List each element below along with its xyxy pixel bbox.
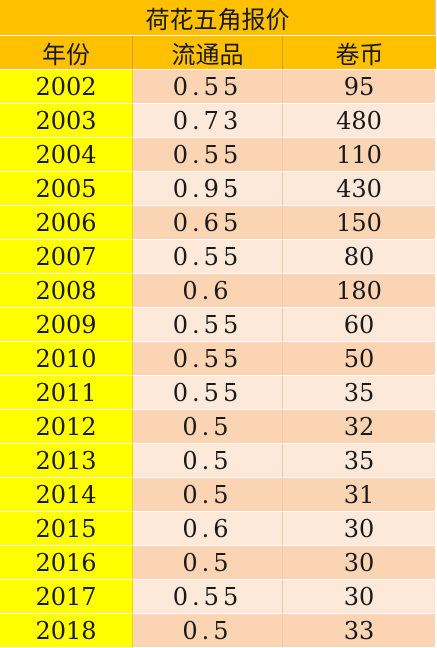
roll-price-cell: 150: [283, 206, 436, 240]
circulated-price-cell: 0.55: [133, 580, 283, 614]
roll-price-cell: 95: [283, 70, 436, 104]
sheet-title: 荷花五角报价: [0, 0, 435, 36]
roll-price-cell: 50: [283, 342, 436, 376]
circulated-price-cell: 0.5: [133, 410, 283, 444]
roll-price-cell: 31: [283, 478, 436, 512]
roll-price-cell: 35: [283, 376, 436, 410]
year-cell: 2008: [0, 274, 133, 308]
roll-price-cell: 30: [283, 512, 436, 546]
roll-price-cell: 35: [283, 444, 436, 478]
circulated-price-cell: 0.5: [133, 546, 283, 580]
roll-price-cell: 430: [283, 172, 436, 206]
column-header-roll: 卷币: [283, 36, 436, 70]
year-cell: 2004: [0, 138, 133, 172]
year-cell: 2015: [0, 512, 133, 546]
roll-price-cell: 60: [283, 308, 436, 342]
column-header-year: 年份: [0, 36, 133, 70]
year-cell: 2012: [0, 410, 133, 444]
roll-price-cell: 480: [283, 104, 436, 138]
circulated-price-cell: 0.5: [133, 614, 283, 648]
year-cell: 2010: [0, 342, 133, 376]
year-cell: 2018: [0, 614, 133, 648]
roll-price-cell: 30: [283, 546, 436, 580]
year-cell: 2017: [0, 580, 133, 614]
roll-price-cell: 30: [283, 580, 436, 614]
circulated-price-cell: 0.55: [133, 308, 283, 342]
circulated-price-cell: 0.55: [133, 376, 283, 410]
year-cell: 2016: [0, 546, 133, 580]
year-cell: 2011: [0, 376, 133, 410]
circulated-price-cell: 0.5: [133, 478, 283, 512]
price-table: 年份 流通品 卷币 2002 0.55 95 2003 0.73 480 2004 0.55 1…: [0, 36, 436, 648]
year-cell: 2014: [0, 478, 133, 512]
circulated-price-cell: 0.5: [133, 444, 283, 478]
year-cell: 2005: [0, 172, 133, 206]
roll-price-cell: 180: [283, 274, 436, 308]
circulated-price-cell: 0.73: [133, 104, 283, 138]
circulated-price-cell: 0.65: [133, 206, 283, 240]
year-cell: 2007: [0, 240, 133, 274]
year-cell: 2006: [0, 206, 133, 240]
roll-price-cell: 33: [283, 614, 436, 648]
roll-price-cell: 80: [283, 240, 436, 274]
circulated-price-cell: 0.55: [133, 240, 283, 274]
circulated-price-cell: 0.55: [133, 138, 283, 172]
year-cell: 2009: [0, 308, 133, 342]
circulated-price-cell: 0.95: [133, 172, 283, 206]
year-cell: 2003: [0, 104, 133, 138]
year-cell: 2013: [0, 444, 133, 478]
year-cell: 2002: [0, 70, 133, 104]
circulated-price-cell: 0.55: [133, 70, 283, 104]
roll-price-cell: 110: [283, 138, 436, 172]
circulated-price-cell: 0.55: [133, 342, 283, 376]
roll-price-cell: 32: [283, 410, 436, 444]
column-header-circulated: 流通品: [133, 36, 283, 70]
circulated-price-cell: 0.6: [133, 274, 283, 308]
circulated-price-cell: 0.6: [133, 512, 283, 546]
